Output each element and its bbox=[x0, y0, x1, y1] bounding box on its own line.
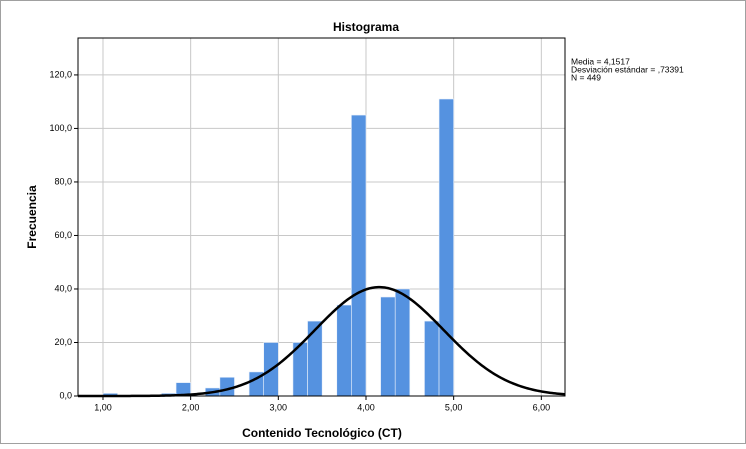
y-tick-label: 60,0 bbox=[54, 230, 72, 240]
bar bbox=[438, 98, 454, 397]
x-axis-label: Contenido Tecnológico (CT) bbox=[242, 426, 402, 440]
y-tick-label: 120,0 bbox=[49, 69, 72, 79]
x-tick-label: 1,00 bbox=[94, 402, 112, 412]
bar bbox=[394, 288, 411, 397]
x-tick-label: 4,00 bbox=[357, 402, 375, 412]
bar bbox=[351, 114, 367, 397]
y-axis-label: Frecuencia bbox=[25, 185, 39, 249]
x-tick-label: 2,00 bbox=[182, 402, 200, 412]
stat-label: N = 449 bbox=[571, 72, 601, 82]
plot-border bbox=[77, 37, 566, 397]
bar bbox=[424, 320, 440, 397]
bar bbox=[307, 320, 323, 397]
y-tick-label: 40,0 bbox=[54, 283, 72, 293]
y-tick-label: 20,0 bbox=[54, 337, 72, 347]
x-tick-label: 3,00 bbox=[270, 402, 288, 412]
y-tick-label: 100,0 bbox=[49, 123, 72, 133]
x-tick-label: 5,00 bbox=[445, 402, 463, 412]
bars bbox=[102, 98, 454, 397]
x-tick-label: 6,00 bbox=[533, 402, 551, 412]
y-tick-label: 0,0 bbox=[59, 390, 72, 400]
bar bbox=[336, 304, 352, 397]
y-tick-label: 80,0 bbox=[54, 176, 72, 186]
bar bbox=[380, 296, 396, 397]
stat-label: Media = 4,1517 bbox=[571, 56, 630, 66]
stat-label: Desviación estándar = ,73391 bbox=[571, 64, 684, 74]
chart-title: Histograma bbox=[333, 20, 399, 34]
bar bbox=[219, 376, 235, 397]
